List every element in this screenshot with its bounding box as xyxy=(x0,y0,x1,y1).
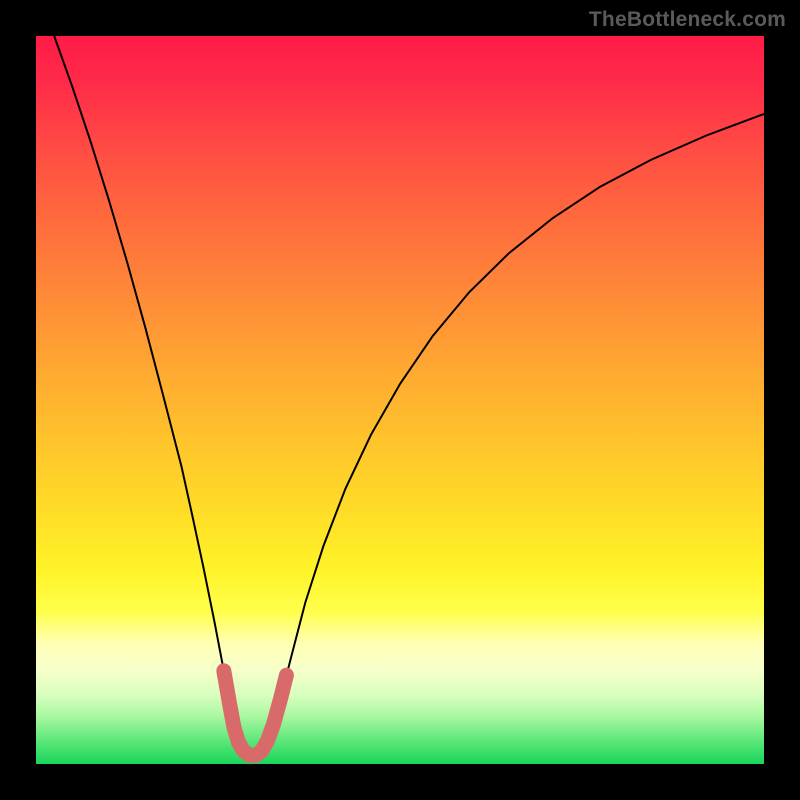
valley-highlight-path xyxy=(224,671,287,755)
main-curve-path xyxy=(54,36,764,755)
watermark-text: TheBottleneck.com xyxy=(589,8,786,32)
plot-inner-area xyxy=(36,36,764,764)
plot-outer-frame xyxy=(0,0,800,800)
curve-layer xyxy=(36,36,764,764)
